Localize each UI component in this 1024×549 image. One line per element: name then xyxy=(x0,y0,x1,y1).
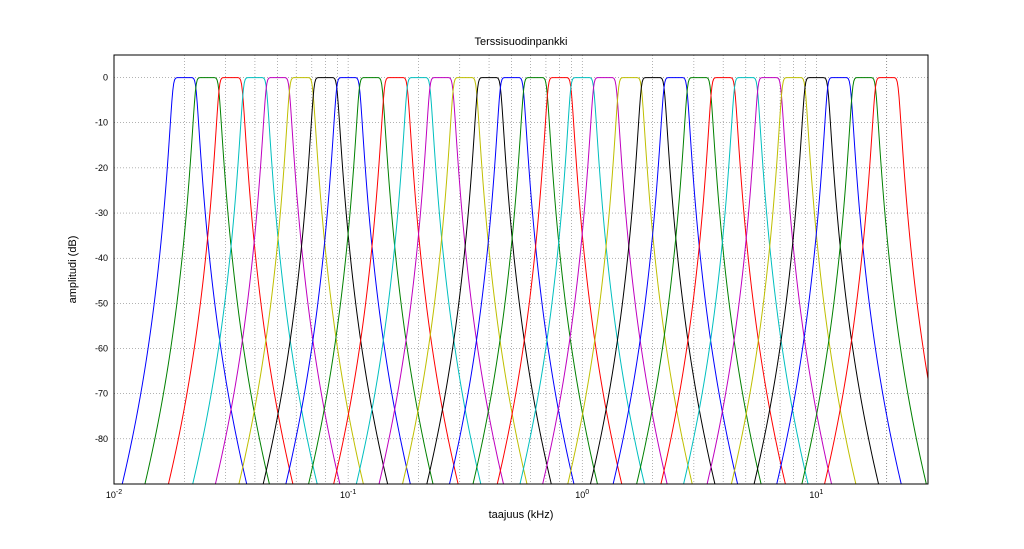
grid: -80 -70 -60 -50 -40 -30 -20 -10 0 10-2 10-1 100 101 xyxy=(95,55,928,500)
ytick-label: -60 xyxy=(95,344,108,354)
xtick-label: 100 xyxy=(575,489,589,500)
ytick-label: -70 xyxy=(95,389,108,399)
ytick-label: -50 xyxy=(95,298,108,308)
chart-container: -80 -70 -60 -50 -40 -30 -20 -10 0 10-2 10-1 100 101 T… xyxy=(0,0,1024,549)
ytick-label: -10 xyxy=(95,118,108,128)
x-axis-label: taajuus (kHz) xyxy=(489,509,554,521)
ytick-label: -20 xyxy=(95,163,108,173)
xtick-label: 101 xyxy=(809,489,823,500)
ytick-label: -80 xyxy=(95,434,108,444)
y-axis-label: amplitudi (dB) xyxy=(67,236,79,304)
chart-title: Terssisuodinpankki xyxy=(475,36,568,48)
ytick-label: 0 xyxy=(103,73,108,83)
ytick-label: -40 xyxy=(95,253,108,263)
xtick-label: 10-2 xyxy=(106,489,122,500)
filter-curves xyxy=(114,78,928,549)
ytick-label: -30 xyxy=(95,208,108,218)
xtick-label: 10-1 xyxy=(340,489,356,500)
filterbank-chart: -80 -70 -60 -50 -40 -30 -20 -10 0 10-2 10-1 100 101 T… xyxy=(0,0,1024,549)
